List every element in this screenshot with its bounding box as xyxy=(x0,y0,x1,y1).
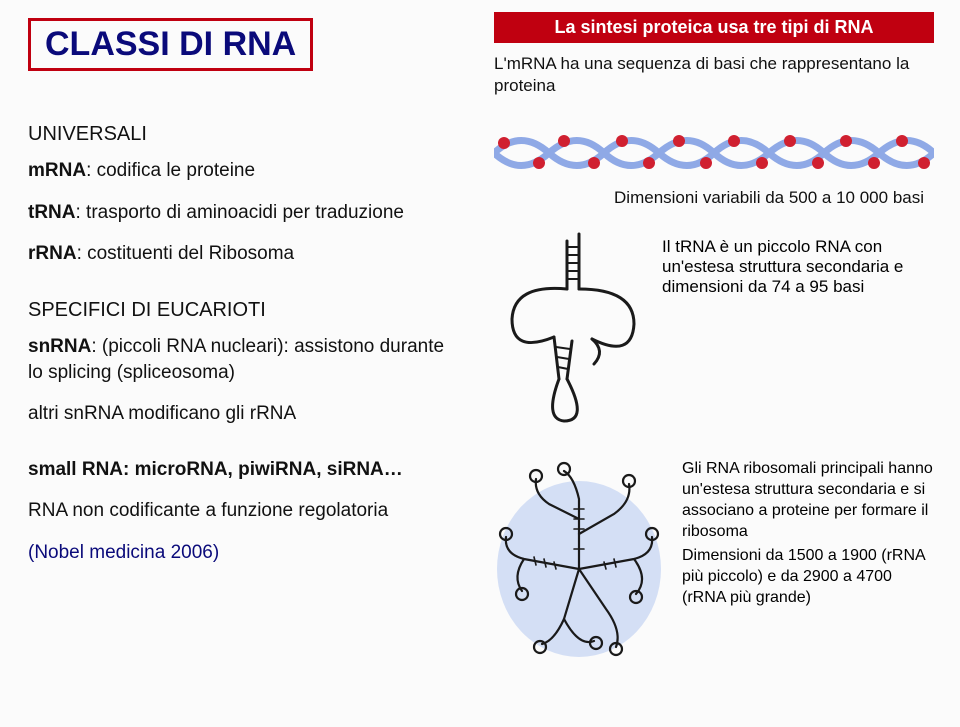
rrna-desc: : costituenti del Ribosoma xyxy=(77,243,295,264)
altri-row: altri snRNA modificano gli rRNA xyxy=(28,401,458,427)
universal-heading: UNIVERSALI xyxy=(28,121,458,148)
rrna-block: Gli RNA ribosomali principali hanno un'e… xyxy=(494,459,934,659)
mrna-row: mRNA: codifica le proteine xyxy=(28,158,458,184)
smallrna-desc: RNA non codificante a funzione regolator… xyxy=(28,498,458,524)
trna-block: Il tRNA è un piccolo RNA con un'estesa s… xyxy=(494,229,934,429)
mrna-block: L'mRNA ha una sequenza di basi che rappr… xyxy=(494,53,934,209)
mrna-caption: L'mRNA ha una sequenza di basi che rappr… xyxy=(494,53,934,97)
rrna-row: rRNA: costituenti del Ribosoma xyxy=(28,241,458,267)
synthesis-bar: La sintesi proteica usa tre tipi di RNA xyxy=(494,12,934,43)
mrna-term: mRNA xyxy=(28,160,86,181)
rrna-caption-1: Gli RNA ribosomali principali hanno un'e… xyxy=(682,459,934,542)
nobel-note: (Nobel medicina 2006) xyxy=(28,540,458,566)
snrna-desc: : (piccoli RNA nucleari): assistono dura… xyxy=(28,336,444,383)
rrna-captions: Gli RNA ribosomali principali hanno un'e… xyxy=(682,459,934,613)
right-column: La sintesi proteica usa tre tipi di RNA … xyxy=(494,12,934,659)
rrna-caption-2: Dimensioni da 1500 a 1900 (rRNA più picc… xyxy=(682,546,934,608)
trna-caption: Il tRNA è un piccolo RNA con un'estesa s… xyxy=(662,229,934,297)
snrna-term: snRNA xyxy=(28,336,91,357)
mrna-figure xyxy=(494,103,934,183)
title-box: CLASSI DI RNA xyxy=(28,18,313,71)
trna-desc: : trasporto di aminoacidi per traduzione xyxy=(76,202,404,223)
rrna-term: rRNA xyxy=(28,243,77,264)
trna-row: tRNA: trasporto di aminoacidi per traduz… xyxy=(28,200,458,226)
snrna-row: snRNA: (piccoli RNA nucleari): assistono… xyxy=(28,334,458,385)
trna-term: tRNA xyxy=(28,202,76,223)
trna-figure xyxy=(494,229,644,429)
slide-title: CLASSI DI RNA xyxy=(45,25,296,64)
mrna-dimensions: Dimensioni variabili da 500 a 10 000 bas… xyxy=(494,187,934,209)
rrna-figure xyxy=(494,459,664,659)
smallrna-term: small RNA: microRNA, piwiRNA, siRNA… xyxy=(28,457,458,483)
mrna-svg xyxy=(494,133,934,173)
mrna-desc: : codifica le proteine xyxy=(86,160,255,181)
left-column: UNIVERSALI mRNA: codifica le proteine tR… xyxy=(28,115,458,582)
specific-heading: SPECIFICI DI EUCARIOTI xyxy=(28,297,458,324)
